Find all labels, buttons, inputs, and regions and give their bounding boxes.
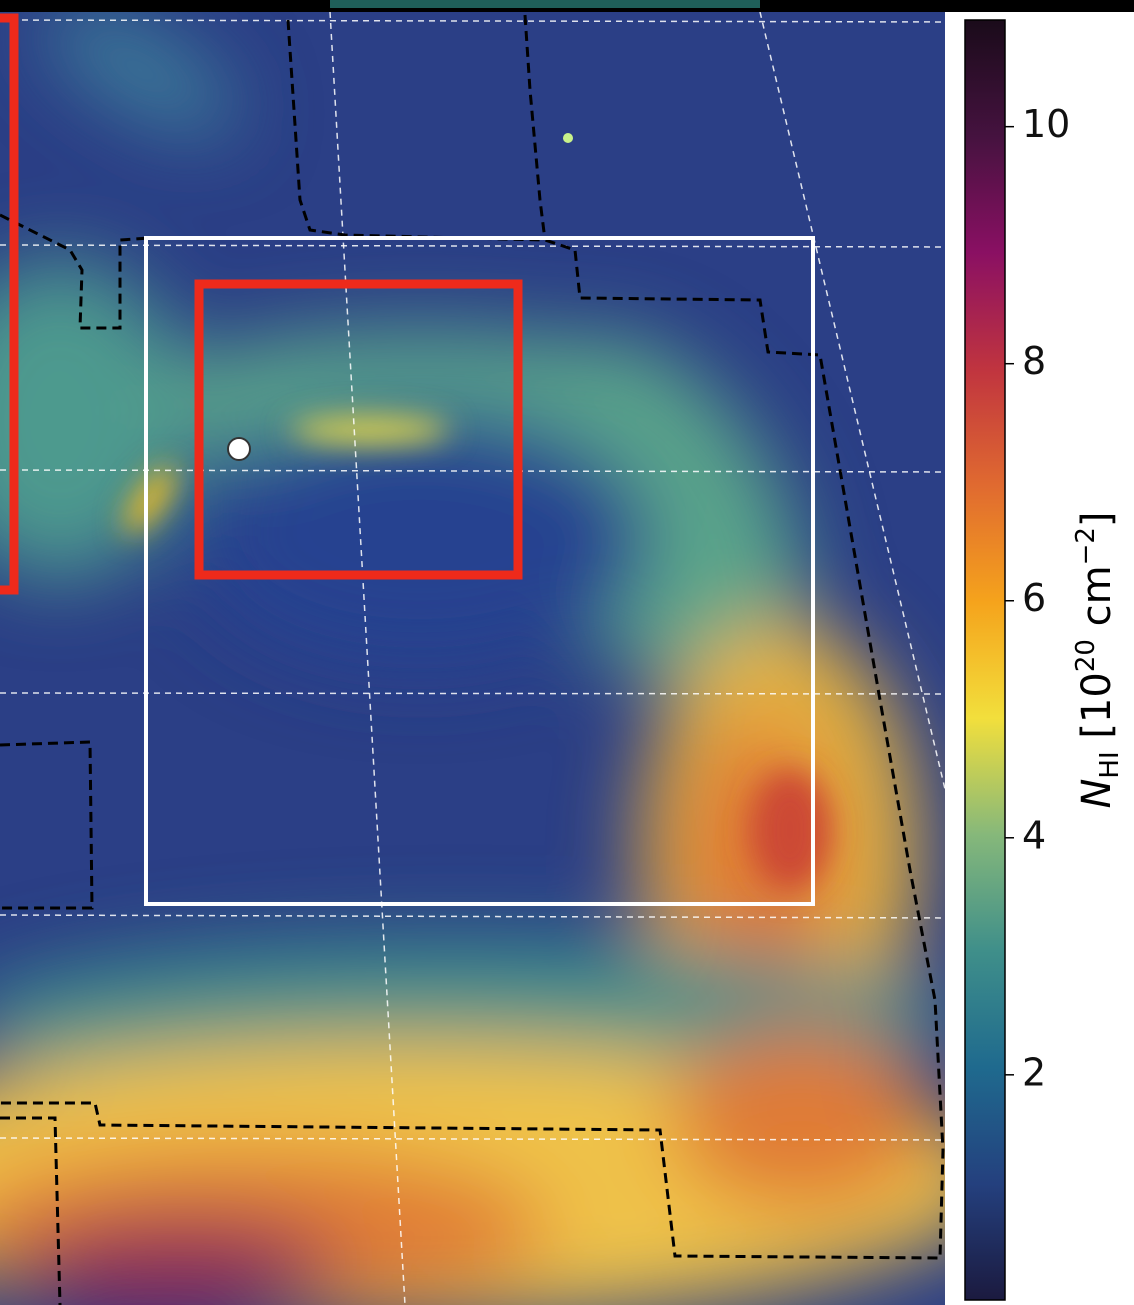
- source-marker: [228, 438, 250, 460]
- label-unit-exponent: −2: [1071, 527, 1101, 565]
- colorbar-tick-label: 2: [1022, 1050, 1046, 1094]
- top-strip-image: [330, 0, 760, 8]
- colorbar-tick-label: 8: [1022, 339, 1046, 383]
- colorbar-tick-label: 6: [1022, 576, 1046, 620]
- colorbar-tick-label: 4: [1022, 813, 1046, 857]
- sky-map: [0, 0, 1000, 1305]
- colorbar-body: [965, 20, 1005, 1300]
- colorbar-label: NHI [1020 cm−2]: [1071, 511, 1125, 808]
- label-close: ]: [1074, 511, 1120, 527]
- point-source: [563, 133, 573, 143]
- colorbar-tick-label: 10: [1022, 102, 1070, 146]
- label-unit: cm: [1074, 565, 1120, 639]
- label-exponent: 20: [1071, 639, 1101, 672]
- figure: 2 4 6 8 10 NHI [1020 cm−2]: [0, 0, 1134, 1305]
- label-open: [10: [1074, 672, 1120, 751]
- label-symbol: N: [1074, 779, 1120, 809]
- label-subscript: HI: [1095, 751, 1125, 778]
- colorbar: 2 4 6 8 10: [965, 20, 1070, 1300]
